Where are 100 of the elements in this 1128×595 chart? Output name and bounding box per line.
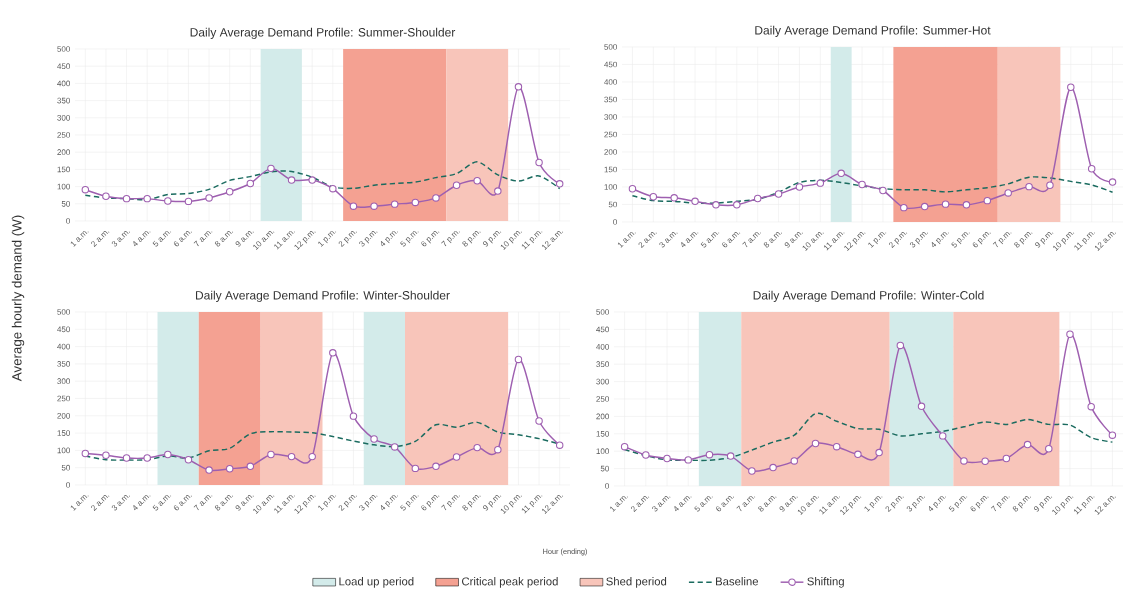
point (535, 417, 543, 425)
point (411, 464, 420, 473)
point (753, 194, 762, 203)
y-tick-label: 350 (596, 361, 609, 368)
point (1067, 83, 1075, 91)
y-tick-label: 150 (596, 430, 609, 437)
y-tick-label: 0 (605, 483, 609, 489)
point (628, 185, 637, 193)
point (981, 457, 989, 466)
point (1025, 182, 1033, 191)
point (164, 450, 172, 459)
y-tick-label: 250 (57, 395, 70, 402)
y-tick-label: 0 (66, 218, 70, 224)
y-tick-label: 300 (57, 378, 70, 385)
y-tick-label: 200 (57, 412, 70, 419)
x-tick-label: 11 a.m. (823, 231, 845, 251)
point (143, 454, 151, 462)
x-tick-label: 5 a.m. (694, 495, 713, 512)
y-tick-label: 50 (608, 201, 617, 208)
y-tick-label: 450 (596, 326, 609, 333)
chart-title: Daily Average Demand Profile: Winter-Shoulder (195, 290, 450, 302)
x-tick-label: 8 a.m. (214, 230, 234, 247)
point (879, 186, 887, 195)
y-tick-label: 500 (604, 44, 617, 50)
x-tick-label: 12 a.m. (542, 494, 564, 515)
point (670, 194, 678, 202)
x-tick-label: 3 a.m. (111, 230, 130, 247)
point (390, 443, 399, 451)
y-tick-label: 50 (61, 464, 70, 471)
point (733, 201, 741, 209)
point (329, 184, 337, 193)
y-tick-label: 0 (66, 482, 70, 488)
y-tick-label: 100 (604, 184, 617, 190)
x-tick-label: 10 a.m. (802, 231, 824, 252)
chart-title: Daily Average Demand Profile: Summer-Shoulder (190, 27, 456, 39)
point (663, 454, 671, 463)
x-tick-label: 12 a.m. (1094, 495, 1116, 516)
point (896, 341, 905, 350)
x-tick-label: 6 a.m. (722, 231, 741, 248)
point (555, 441, 564, 449)
legend-label: Load up period (339, 577, 414, 588)
point (287, 452, 296, 461)
point (494, 445, 502, 454)
x-tick-label: 9 p.m. (483, 494, 502, 511)
y-tick-label: 350 (57, 361, 70, 367)
y-tick-label: 450 (604, 61, 617, 68)
y-tick-label: 150 (57, 430, 70, 436)
y-tick-label: 100 (57, 183, 70, 190)
point (642, 451, 650, 459)
point (452, 453, 461, 461)
y-tick-label: 0 (613, 219, 617, 225)
point (1046, 181, 1054, 189)
legend-label: Critical peak period (462, 577, 558, 588)
point (900, 203, 908, 212)
x-tick-label: 12 a.m. (542, 230, 564, 251)
legend-label: Baseline (716, 577, 759, 586)
point (941, 200, 950, 208)
point (1108, 178, 1117, 186)
point (983, 196, 992, 205)
x-tick-label: 11 a.m. (274, 230, 295, 250)
y-tick-label: 500 (57, 46, 70, 52)
y-tick-label: 150 (604, 166, 617, 173)
point (329, 349, 337, 357)
x-tick-label: 8 a.m. (214, 494, 234, 511)
point (102, 192, 110, 200)
x-tick-label: 3 a.m. (111, 494, 130, 511)
y-tick-label: 50 (61, 200, 70, 207)
x-tick-label: 9 a.m. (235, 230, 254, 247)
y-tick-label: 450 (57, 326, 70, 333)
point (514, 355, 523, 364)
point (811, 439, 820, 448)
y-tick-label: 250 (57, 132, 70, 138)
y-tick-label: 200 (57, 149, 70, 156)
chart-title: Daily Average Demand Profile: Winter-Cold (753, 290, 984, 302)
point (267, 164, 275, 173)
point (832, 442, 841, 451)
y-tick-label: 500 (57, 309, 70, 315)
point (774, 190, 783, 198)
point (875, 448, 883, 457)
x-tick-label: 1 a.m. (70, 494, 89, 511)
x-tick-label: 9 a.m. (784, 231, 803, 248)
y-tick-label: 300 (596, 378, 609, 385)
x-tick-label: 3 a.m. (652, 495, 671, 512)
point (555, 180, 564, 188)
point (246, 462, 255, 471)
x-tick-label: 1 a.m. (70, 230, 89, 247)
x-tick-label: 10 a.m. (797, 495, 819, 516)
point (684, 456, 692, 464)
y-tick-label: 350 (604, 96, 617, 103)
point (205, 466, 213, 474)
point (938, 432, 947, 440)
point (390, 200, 399, 208)
x-tick-label: 7 a.m. (742, 231, 762, 248)
point (705, 450, 714, 459)
point (1108, 431, 1117, 439)
y-tick-label: 400 (57, 80, 70, 87)
y-tick-label: 250 (596, 396, 609, 402)
y-tick-label: 300 (604, 114, 617, 120)
x-tick-label: 7 p.m. (992, 231, 1012, 248)
point (494, 187, 502, 195)
